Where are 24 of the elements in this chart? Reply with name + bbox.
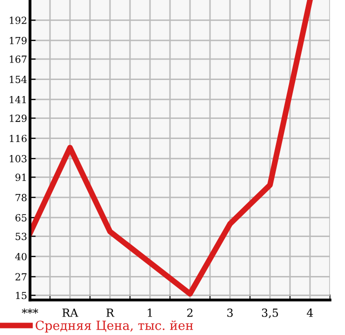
legend-label: Средняя Цена, тыс. йен <box>36 320 193 332</box>
y-tick-label: 65 <box>16 214 26 222</box>
y-tick-label: 154 <box>10 76 27 84</box>
x-tick-label: RA <box>62 308 78 317</box>
y-tick-label: 116 <box>10 134 27 142</box>
x-tick-label: 3,5 <box>262 308 278 318</box>
y-tick-label: 179 <box>10 36 27 44</box>
x-tick-label: 3 <box>227 308 233 317</box>
y-tick-label: 167 <box>10 56 27 63</box>
x-tick-label: 1 <box>148 308 152 317</box>
x-tick-label: R <box>106 308 114 317</box>
y-tick-label: 40 <box>15 252 27 260</box>
y-tick-label: 141 <box>10 96 26 104</box>
x-tick-label: 4 <box>306 308 313 317</box>
y-tick-label: 27 <box>16 273 27 280</box>
y-tick-label: 15 <box>16 292 26 300</box>
y-tick-label: 91 <box>15 174 26 182</box>
y-tick-label: 129 <box>10 114 27 122</box>
y-tick-label: 192 <box>10 16 26 24</box>
y-tick-label: 53 <box>16 232 26 240</box>
y-tick-label: 103 <box>10 155 26 162</box>
y-tick-label: 78 <box>16 194 27 202</box>
x-tick-label: 2 <box>187 308 192 317</box>
x-tick-label: *** <box>22 308 38 314</box>
